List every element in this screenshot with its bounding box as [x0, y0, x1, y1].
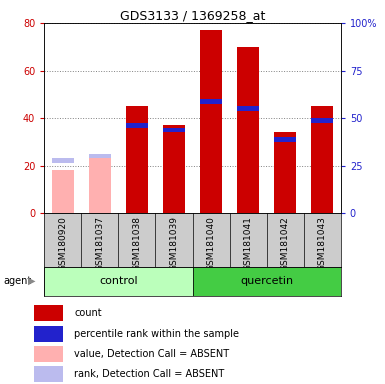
Title: GDS3133 / 1369258_at: GDS3133 / 1369258_at — [120, 9, 265, 22]
Text: rank, Detection Call = ABSENT: rank, Detection Call = ABSENT — [74, 369, 224, 379]
Text: value, Detection Call = ABSENT: value, Detection Call = ABSENT — [74, 349, 229, 359]
Bar — [200, 99, 222, 104]
Bar — [163, 127, 185, 132]
Bar — [44, 267, 192, 296]
Text: GSM181043: GSM181043 — [318, 216, 327, 271]
Bar — [52, 159, 74, 163]
Bar — [237, 106, 259, 111]
Bar — [33, 326, 63, 342]
Bar — [274, 137, 296, 142]
Text: quercetin: quercetin — [240, 276, 293, 286]
Bar — [126, 123, 148, 127]
Bar — [274, 132, 296, 213]
Text: GSM181038: GSM181038 — [132, 216, 141, 271]
Text: control: control — [99, 276, 138, 286]
Bar — [163, 125, 185, 213]
Bar — [33, 366, 63, 382]
Bar — [33, 305, 63, 321]
Bar — [89, 154, 111, 159]
Bar — [200, 30, 222, 213]
Text: count: count — [74, 308, 102, 318]
Bar — [126, 106, 148, 213]
Bar — [33, 346, 63, 362]
Text: ▶: ▶ — [28, 276, 35, 286]
Text: percentile rank within the sample: percentile rank within the sample — [74, 329, 239, 339]
Text: agent: agent — [4, 276, 32, 286]
Text: GSM181041: GSM181041 — [244, 216, 253, 271]
Bar — [311, 106, 333, 213]
Text: GSM181042: GSM181042 — [281, 216, 290, 271]
Bar — [89, 159, 111, 213]
Text: GSM181040: GSM181040 — [206, 216, 216, 271]
Bar — [52, 170, 74, 213]
Text: GSM181037: GSM181037 — [95, 216, 104, 271]
Text: GSM181039: GSM181039 — [169, 216, 179, 271]
Text: GSM180920: GSM180920 — [58, 216, 67, 271]
Bar — [237, 47, 259, 213]
Bar — [311, 118, 333, 123]
Bar — [192, 267, 341, 296]
